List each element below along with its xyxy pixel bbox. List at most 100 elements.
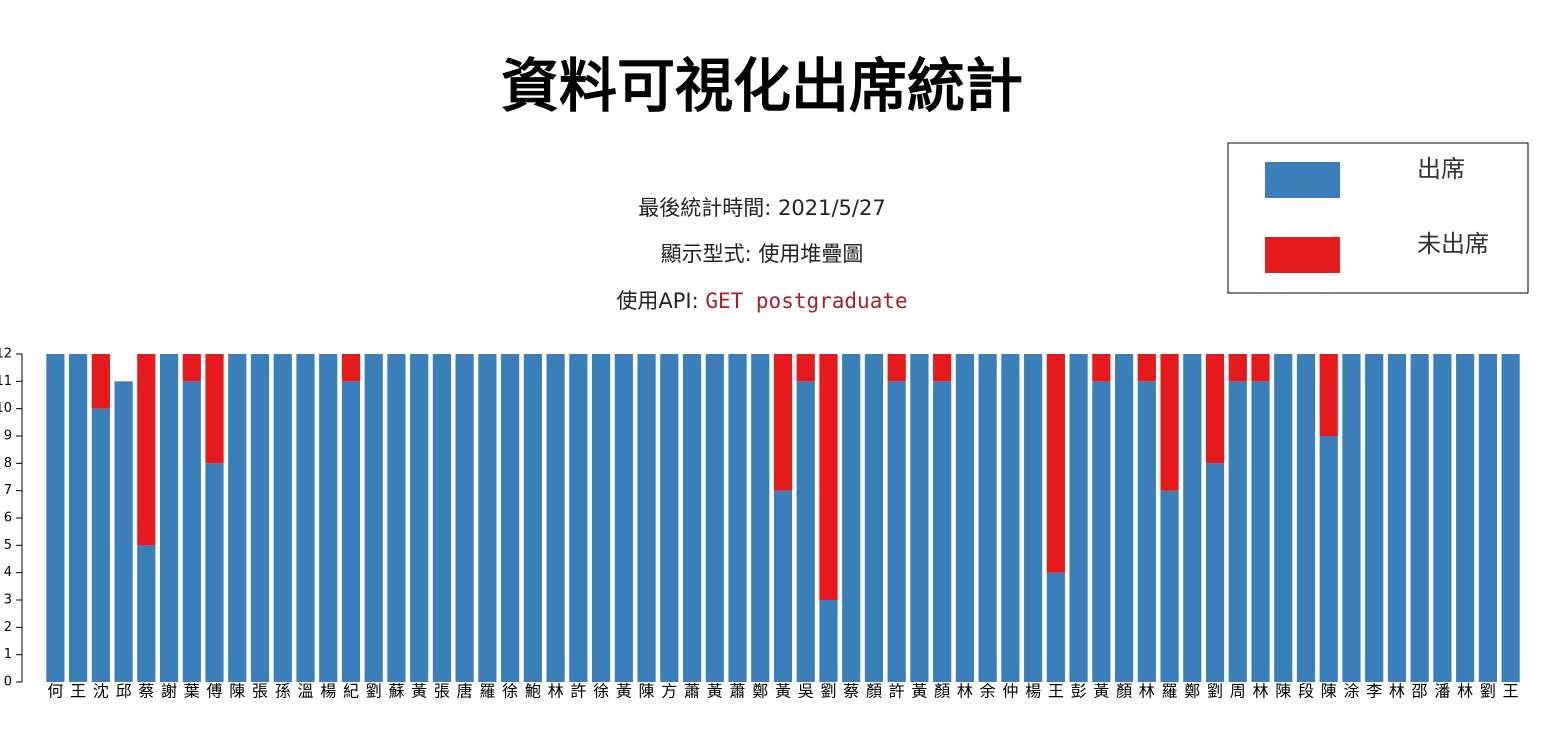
bar-segment — [1137, 381, 1156, 682]
x-tick-label: 劉 — [366, 682, 382, 701]
bar-segment — [205, 354, 224, 464]
bar-segment — [1251, 354, 1270, 382]
x-tick-label: 羅 — [479, 682, 495, 701]
y-tick-label: 10 — [0, 401, 12, 416]
bar-segment — [1410, 354, 1429, 682]
bar-segment — [250, 354, 270, 682]
bar-segment — [205, 463, 224, 682]
x-tick-label: 顏 — [1116, 682, 1132, 701]
x-tick-label: 林 — [548, 682, 564, 701]
bar-segment — [933, 381, 952, 682]
x-tick-label: 李 — [1366, 682, 1382, 701]
bar-segment — [1183, 354, 1202, 682]
bar-segment — [819, 600, 838, 682]
x-tick-label: 徐 — [593, 682, 609, 701]
x-tick-label: 黃 — [1093, 682, 1109, 701]
y-tick-label: 3 — [4, 593, 12, 608]
bar-segment — [1456, 354, 1475, 682]
x-tick-label: 許 — [889, 682, 905, 701]
bar-segment — [1001, 354, 1020, 682]
bar-segment — [273, 354, 292, 682]
bar-segment — [137, 545, 156, 682]
x-tick-label: 方 — [661, 682, 677, 701]
bar-segment — [1205, 463, 1225, 682]
x-tick-label: 孫 — [275, 682, 291, 701]
bar-segment — [1069, 354, 1088, 682]
bar-segment — [933, 354, 952, 382]
y-tick-label: 0 — [4, 675, 12, 690]
x-tick-label: 顏 — [934, 682, 950, 701]
y-tick-label: 11 — [0, 374, 12, 389]
x-tick-label: 邱 — [116, 682, 132, 701]
x-tick-label: 余 — [980, 682, 996, 701]
bar-segment — [1251, 381, 1270, 682]
bar-segment — [46, 354, 65, 682]
x-tick-label: 徐 — [502, 682, 518, 701]
legend-label: 未出席 — [1417, 230, 1489, 258]
x-tick-label: 段 — [1298, 682, 1314, 701]
y-tick-label: 2 — [4, 620, 12, 635]
x-tick-label: 黃 — [775, 682, 791, 701]
bar-segment — [796, 354, 815, 382]
bar-segment — [182, 381, 201, 682]
bar-segment — [69, 354, 88, 682]
x-tick-label: 黃 — [911, 682, 927, 701]
bar-segment — [1501, 354, 1520, 682]
bar-segment — [614, 354, 633, 682]
x-tick-label: 劉 — [1207, 682, 1223, 701]
x-tick-label: 周 — [1230, 682, 1246, 701]
bar-segment — [1319, 436, 1338, 682]
x-tick-label: 王 — [70, 682, 86, 701]
x-tick-label: 黃 — [707, 682, 723, 701]
bar-segment — [228, 354, 247, 682]
bar-segment — [1114, 354, 1134, 682]
y-tick-label: 4 — [4, 565, 12, 580]
bar-segment — [1387, 354, 1407, 682]
bar-segment — [842, 354, 861, 682]
bar-segment — [341, 381, 361, 682]
bar-segment — [864, 354, 884, 682]
bar-segment — [1433, 354, 1452, 682]
bar-segment — [978, 354, 997, 682]
bar-segment — [1228, 381, 1247, 682]
bar-segment — [1024, 354, 1043, 682]
legend-swatch — [1265, 162, 1340, 198]
bar-segment — [728, 354, 747, 682]
bar-segment — [796, 381, 815, 682]
bar-segment — [910, 354, 929, 682]
info-line: 最後統計時間: 2021/5/27 — [638, 196, 885, 220]
bar-segment — [341, 354, 361, 382]
page-title: 資料可視化出席統計 — [501, 52, 1023, 120]
x-tick-label: 紀 — [343, 682, 359, 701]
x-tick-label: 潘 — [1434, 682, 1450, 701]
bar-segment — [296, 354, 315, 682]
y-tick-label: 8 — [4, 456, 12, 471]
x-tick-label: 涂 — [1343, 682, 1359, 701]
bar-segment — [1274, 354, 1293, 682]
bar-segment — [569, 354, 588, 682]
bar-segment — [660, 354, 679, 682]
x-tick-label: 謝 — [161, 682, 177, 701]
bar-segment — [955, 354, 975, 682]
bar-segment — [1092, 354, 1111, 382]
x-tick-label: 蕭 — [730, 682, 746, 701]
x-tick-label: 何 — [47, 682, 63, 701]
x-tick-label: 林 — [1252, 682, 1268, 701]
x-tick-label: 張 — [252, 682, 268, 701]
bar-segment — [1046, 572, 1065, 682]
bar-segment — [364, 354, 383, 682]
x-tick-label: 林 — [1457, 682, 1473, 701]
x-tick-label: 林 — [957, 682, 973, 701]
info-line: 顯示型式: 使用堆疊圖 — [661, 242, 864, 266]
x-tick-label: 張 — [434, 682, 450, 701]
bar-segment — [523, 354, 542, 682]
y-tick-label: 9 — [4, 429, 12, 444]
bar-segment — [773, 354, 793, 491]
x-tick-label: 黃 — [411, 682, 427, 701]
api-line: 使用API: GET postgraduate — [616, 289, 907, 313]
bar-segment — [478, 354, 497, 682]
x-tick-label: 鮑 — [525, 682, 541, 701]
legend-label: 出席 — [1417, 155, 1465, 183]
